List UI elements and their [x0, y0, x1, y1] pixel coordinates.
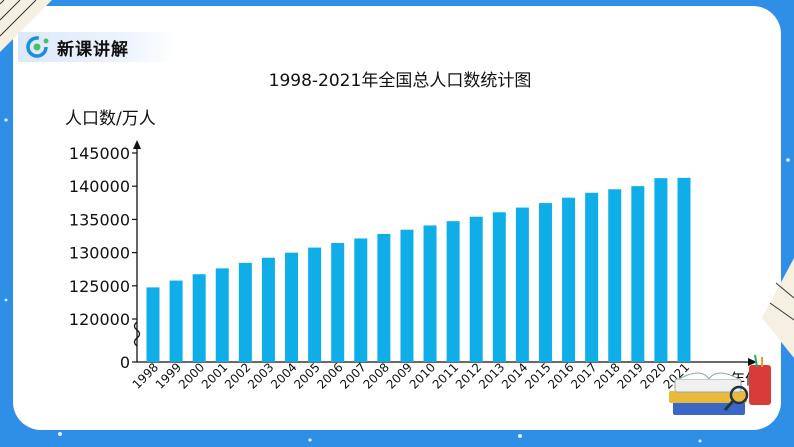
x-tick-label: 2007: [337, 360, 368, 391]
x-tick-label: 2017: [568, 360, 599, 391]
y-axis-arrow: [133, 140, 141, 149]
x-tick-label: 2004: [268, 360, 299, 391]
bars: [146, 177, 691, 362]
bar-2018: [608, 189, 622, 362]
x-tick-label: 1999: [153, 360, 184, 391]
bar-2012: [469, 216, 483, 362]
bar-2006: [331, 242, 345, 362]
x-tick-label: 2003: [245, 360, 276, 391]
y-tick-label: 125000: [69, 277, 130, 296]
y-axis-label: 人口数/万人: [65, 109, 156, 129]
magnifier-icon: [729, 385, 749, 405]
x-tick-label: 2011: [430, 360, 461, 391]
y-tick-label: 145000: [69, 144, 130, 163]
bar-2019: [631, 186, 645, 362]
bar-2016: [562, 197, 576, 362]
bar-1998: [146, 287, 160, 362]
x-tick-label: 2006: [314, 360, 345, 391]
y-tick-label: 140000: [69, 177, 130, 196]
x-tick-label: 2015: [522, 360, 553, 391]
y-tick-label: 0: [120, 353, 130, 372]
x-tick-label: 2001: [199, 360, 230, 391]
x-tick-label: 2009: [384, 360, 415, 391]
section-badge-label: 新课讲解: [57, 40, 129, 60]
x-tick-label: 2008: [360, 360, 391, 391]
x-tick-label: 2002: [222, 360, 253, 391]
logo-icon: [26, 36, 49, 58]
bar-2000: [192, 274, 206, 362]
bar-1999: [169, 280, 183, 362]
x-tick-label: 2000: [176, 360, 207, 391]
x-tick-label: 1998: [130, 360, 161, 391]
x-tick-label: 2012: [453, 360, 484, 391]
books-decoration: [669, 355, 771, 415]
bar-2011: [446, 221, 460, 362]
bar-2021: [677, 177, 691, 362]
chart-title: 1998-2021年全国总人口数统计图: [269, 71, 532, 91]
bar-2014: [515, 207, 529, 362]
x-tick-label: 2016: [545, 360, 576, 391]
x-axis-arrow: [748, 358, 757, 366]
y-axis-ticks: 0 120000 125000 130000 135000 140000 145000: [69, 144, 137, 372]
bar-2009: [400, 229, 414, 362]
bar-2007: [354, 238, 368, 362]
bar-2020: [654, 178, 668, 362]
bar-2001: [215, 268, 229, 362]
axis-break-mark: [133, 321, 141, 347]
x-axis-ticks: 1998199920002001200220032004200520062007…: [130, 360, 692, 391]
bar-2003: [261, 257, 275, 362]
notebook-corner-decoration: [0, 0, 52, 52]
bar-2002: [238, 262, 252, 362]
x-tick-label: 2010: [407, 360, 438, 391]
bar-2004: [285, 252, 299, 362]
x-tick-label: 2013: [476, 360, 507, 391]
bar-2005: [308, 247, 322, 362]
bar-2013: [492, 212, 506, 362]
y-tick-label: 135000: [69, 210, 130, 229]
y-tick-label: 130000: [69, 244, 130, 263]
bar-2010: [423, 225, 437, 362]
x-tick-label: 2005: [291, 360, 322, 391]
y-tick-label: 120000: [69, 310, 130, 329]
x-tick-label: 2019: [614, 360, 645, 391]
notebook-side-decoration: [762, 258, 794, 358]
content-panel: [13, 6, 781, 430]
bar-2015: [538, 203, 552, 362]
x-tick-label: 2014: [499, 360, 530, 391]
bar-2008: [377, 233, 391, 362]
bar-2017: [585, 192, 599, 362]
x-tick-label: 2018: [591, 360, 622, 391]
